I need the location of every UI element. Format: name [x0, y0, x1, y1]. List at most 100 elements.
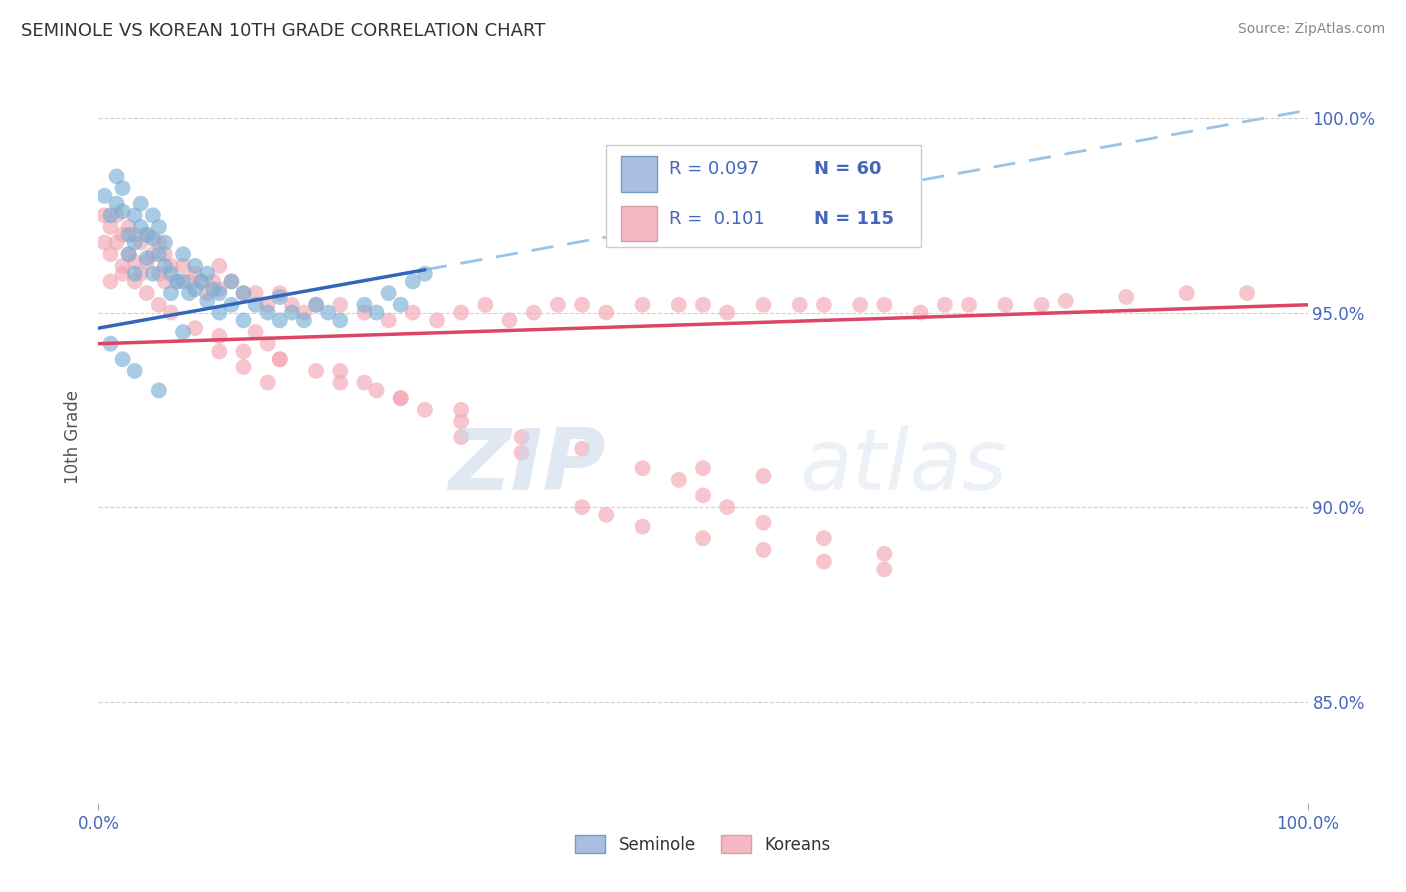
Point [789, 298, 811, 312]
Point [142, 247, 165, 261]
Point [129, 235, 152, 250]
Point [329, 376, 352, 390]
FancyBboxPatch shape [621, 156, 657, 192]
Point [813, 555, 835, 569]
Point [160, 267, 183, 281]
Point [148, 384, 170, 398]
Point [413, 267, 436, 281]
Point [474, 298, 496, 312]
Point [849, 298, 872, 312]
Point [245, 286, 267, 301]
Point [353, 298, 375, 312]
Point [305, 298, 328, 312]
Point [752, 516, 775, 530]
Point [402, 275, 425, 289]
Point [377, 286, 399, 301]
Text: ZIP: ZIP [449, 425, 606, 508]
Point [135, 227, 157, 242]
Point [195, 293, 218, 308]
Y-axis label: 10th Grade: 10th Grade [65, 390, 83, 484]
Point [547, 298, 569, 312]
Point [153, 247, 176, 261]
Point [668, 473, 690, 487]
Point [256, 376, 278, 390]
Point [166, 275, 188, 289]
Point [135, 227, 157, 242]
Point [148, 298, 170, 312]
Text: atlas: atlas [800, 425, 1008, 508]
Point [148, 219, 170, 234]
Point [450, 305, 472, 319]
Point [256, 298, 278, 312]
Legend: Seminole, Koreans: Seminole, Koreans [569, 829, 837, 860]
Point [377, 313, 399, 327]
Point [135, 286, 157, 301]
Point [153, 259, 176, 273]
Point [631, 298, 654, 312]
Point [153, 275, 176, 289]
Point [752, 542, 775, 557]
Point [129, 219, 152, 234]
Point [142, 232, 165, 246]
Point [105, 208, 128, 222]
Point [994, 298, 1017, 312]
Point [329, 364, 352, 378]
Point [269, 352, 291, 367]
Point [389, 391, 412, 405]
Point [124, 255, 146, 269]
Point [135, 255, 157, 269]
Point [184, 267, 207, 281]
Point [510, 445, 533, 459]
Point [208, 282, 231, 296]
Point [1031, 298, 1053, 312]
Point [105, 196, 128, 211]
Point [195, 286, 218, 301]
Point [389, 298, 412, 312]
Point [129, 267, 152, 281]
Point [190, 275, 212, 289]
Point [413, 402, 436, 417]
Point [208, 344, 231, 359]
Point [232, 286, 254, 301]
Point [269, 352, 291, 367]
Point [111, 259, 134, 273]
Point [631, 461, 654, 475]
Point [184, 282, 207, 296]
Point [111, 181, 134, 195]
Point [692, 488, 714, 502]
Point [692, 531, 714, 545]
Point [232, 344, 254, 359]
FancyBboxPatch shape [606, 145, 921, 247]
Point [179, 275, 201, 289]
Point [142, 208, 165, 222]
Point [142, 267, 165, 281]
Point [105, 235, 128, 250]
Point [166, 275, 188, 289]
Point [305, 298, 328, 312]
Point [153, 235, 176, 250]
Point [245, 325, 267, 339]
Point [292, 313, 315, 327]
Point [111, 352, 134, 367]
Text: N = 60: N = 60 [814, 160, 882, 178]
Point [957, 298, 980, 312]
Point [135, 251, 157, 265]
Point [281, 298, 304, 312]
Point [813, 531, 835, 545]
Point [269, 286, 291, 301]
Point [111, 267, 134, 281]
Point [124, 267, 146, 281]
Point [402, 305, 425, 319]
Point [111, 204, 134, 219]
Point [910, 305, 932, 319]
Point [179, 286, 201, 301]
Point [450, 415, 472, 429]
Point [873, 562, 896, 576]
Point [172, 325, 194, 339]
Point [184, 259, 207, 273]
Point [111, 227, 134, 242]
Point [221, 298, 243, 312]
Text: Source: ZipAtlas.com: Source: ZipAtlas.com [1237, 22, 1385, 37]
Point [190, 275, 212, 289]
Point [93, 235, 115, 250]
